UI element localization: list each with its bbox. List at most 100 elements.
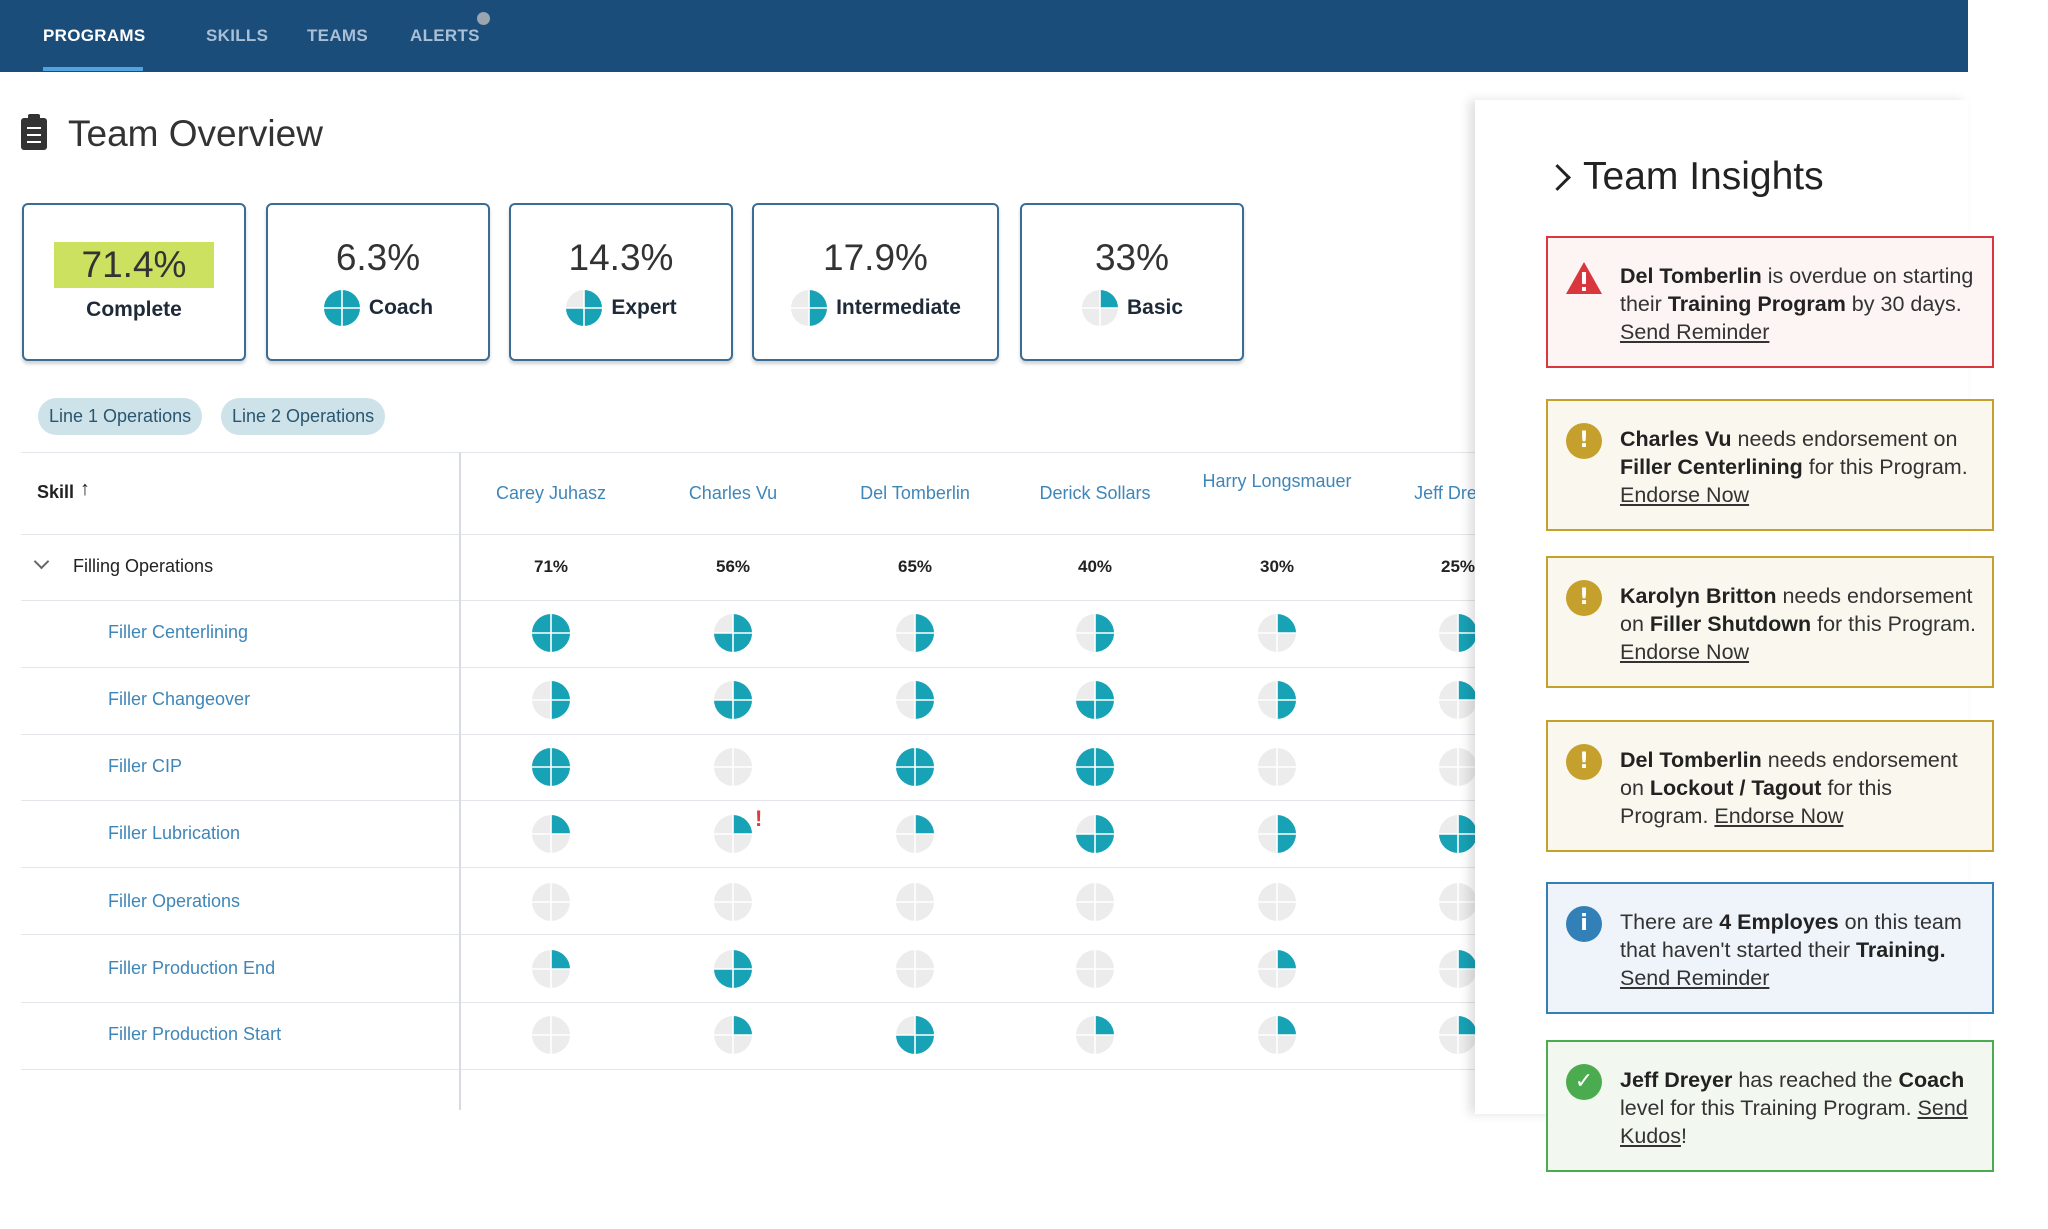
insight-link[interactable]: Endorse Now [1714,804,1844,828]
nav-tab[interactable]: PROGRAMS [43,26,146,45]
column-header[interactable]: Del Tomberlin [860,483,970,503]
level-pie [1258,1016,1296,1054]
level-pie [896,1016,934,1054]
level-pie [323,290,360,326]
skill-name[interactable]: Filler Production End [108,958,276,978]
level-pie [896,883,934,921]
level-pie [532,748,570,786]
pie-part [551,614,570,633]
skill-name[interactable]: Filler CIP [108,756,183,776]
level-pie [532,883,570,921]
pie-part [1095,748,1114,767]
nav-tab[interactable]: TEAMS [307,26,368,45]
level-pie [1439,883,1477,921]
status-icon: ✓ [1566,1064,1602,1100]
pie-cell [713,949,753,989]
pie-part [1458,1016,1477,1035]
level-pie [896,614,934,652]
pie-cell [1075,613,1115,653]
nav-tab[interactable]: ALERTS [410,26,480,45]
clipboard-icon [21,114,47,150]
insight-text-part: level for this Training Program. [1620,1096,1918,1120]
insight-text: Del Tomberlin is overdue on starting the… [1620,262,1978,346]
pie-part [341,290,360,308]
filter-chip[interactable]: Line 2 Operations [221,398,386,435]
pie-cell [531,747,571,787]
skill-header[interactable]: Skill [37,482,75,502]
level-pie [532,815,570,853]
skill-name[interactable]: Filler Lubrication [108,823,241,843]
pie-part [1277,1016,1296,1035]
insight-text-part: needs endorsement on [1620,748,1958,800]
level-pie [714,748,752,786]
nav-underline [43,67,143,71]
insight-link[interactable]: Send Kudos [1620,1096,1968,1148]
pie-cell [1257,1015,1297,1055]
group-percent: 56% [715,557,751,576]
level-pie [566,290,603,326]
insight-text-part: for this Program. [1811,612,1977,636]
column-header[interactable]: Charles Vu [688,483,778,503]
skill-name[interactable]: Filler Centerlining [108,622,249,642]
insight-card: ! Charles Vu needs endorsement on Filler … [1546,399,1994,531]
pie-cell [531,613,571,653]
status-icon: i [1566,906,1602,942]
pie-cell [1257,680,1297,720]
pie-part [915,1016,934,1035]
insight-text-part: for this Program. [1620,776,1892,828]
skill-name[interactable]: Filler Changeover [108,689,251,709]
pie-cell [1438,814,1478,854]
pie-part [1095,681,1114,700]
insight-link[interactable]: Send Reminder [1620,966,1770,990]
row-divider [21,734,1475,735]
pie-part [1277,700,1296,719]
pie-part [1277,681,1296,700]
clip-line [27,134,41,136]
insight-link[interactable]: Endorse Now [1620,640,1750,664]
insight-card: ! Karolyn Britton needs endorsement on Fi… [1546,556,1994,688]
pie-cell [713,680,753,720]
level-pie [1258,748,1296,786]
pie-part [1439,834,1458,853]
alert-bar [1582,272,1586,284]
pie-part [733,950,752,969]
pie-part [915,1035,934,1054]
skill-name[interactable]: Filler Production Start [108,1024,282,1044]
pie-cell [895,814,935,854]
skill-name[interactable]: Filler Operations [108,891,241,911]
insight-link[interactable]: Endorse Now [1620,483,1750,507]
pie-part [1458,614,1477,633]
insight-text-part: by 30 days. [1845,292,1962,316]
pie-cell [1257,613,1297,653]
filter-chip[interactable]: Line 1 Operations [38,398,203,435]
nav-tab[interactable]: SKILLS [206,26,269,45]
pie-cell [895,882,935,922]
pie-part [915,700,934,719]
alert-dot [477,12,490,25]
row-divider [21,867,1475,868]
level-pie [896,950,934,988]
insight-link[interactable]: Send Reminder [1620,320,1770,344]
column-header[interactable]: Derick Sollars [1039,483,1151,503]
insight-text-part: on this team that haven't started their [1620,910,1962,962]
pie-cell [1257,882,1297,922]
summary-card: 71.4% Complete [22,203,246,361]
level-pie [1258,883,1296,921]
card-label: Complete [86,298,182,322]
pie-part [551,681,570,700]
pie-cell [531,882,571,922]
pie-part [1458,815,1477,834]
card-label: Intermediate [790,289,961,327]
level-pie [1439,681,1477,719]
pie-part [915,681,934,700]
level-pie [532,950,570,988]
insight-text: There are 4 Employes on this team that h… [1620,908,1978,992]
pie-part [551,950,570,969]
pie-part [915,767,934,786]
column-header[interactable]: Carey Juhasz [495,483,607,503]
pie-part [714,969,733,988]
level-pie [791,290,828,326]
column-header[interactable]: Harry Longsmauer [1202,471,1352,491]
pie-cell [713,747,753,787]
pie-part [1076,700,1095,719]
